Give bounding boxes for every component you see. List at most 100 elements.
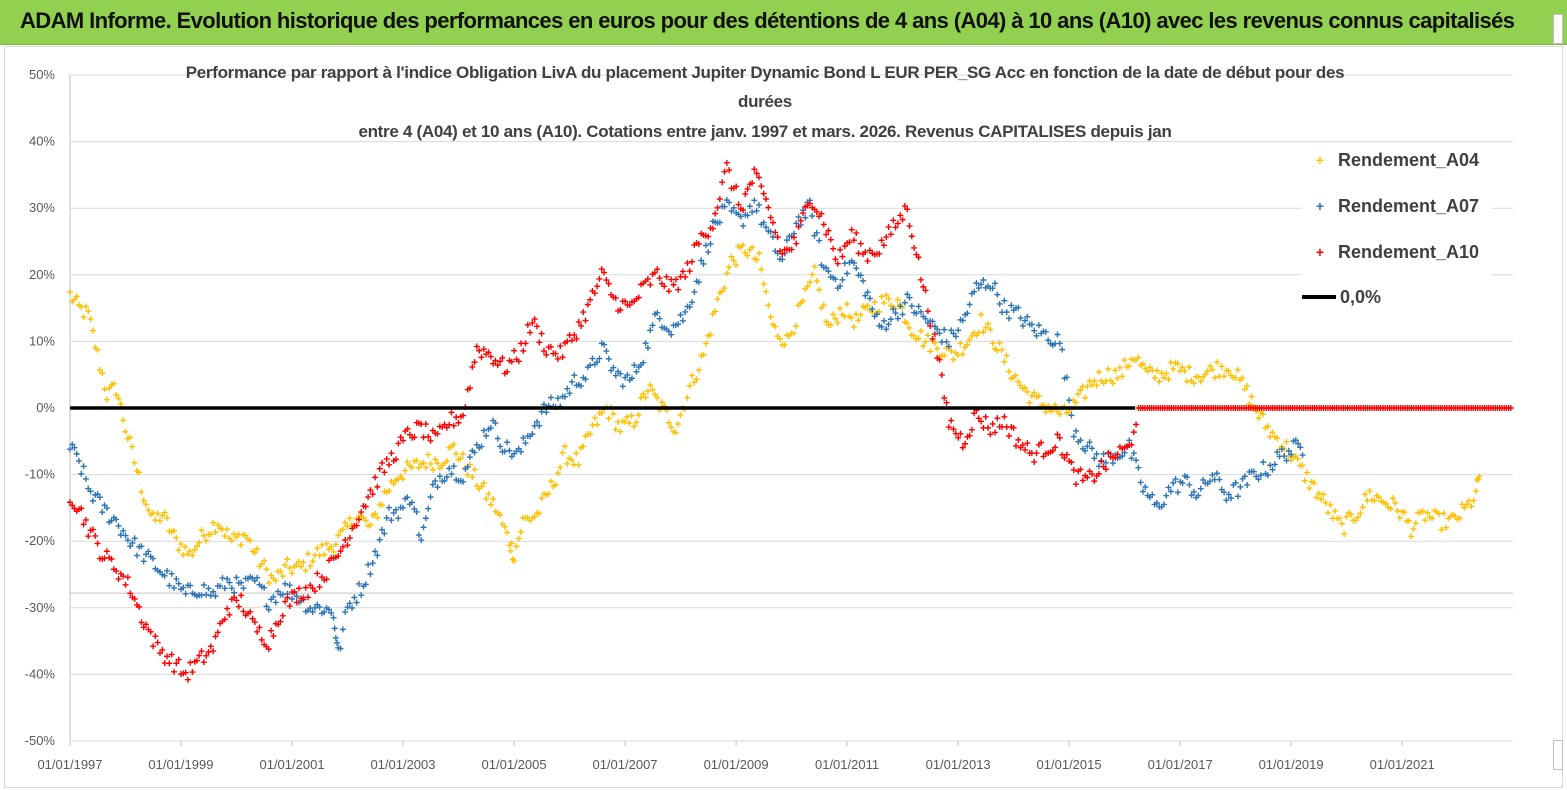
data-point	[450, 422, 457, 429]
data-point	[390, 480, 397, 487]
data-point	[182, 669, 189, 676]
data-point	[982, 413, 989, 420]
data-point	[943, 399, 950, 406]
data-point	[1054, 331, 1061, 338]
data-point	[1260, 411, 1267, 418]
data-point	[161, 572, 168, 579]
data-point	[182, 590, 189, 597]
data-point	[200, 581, 207, 588]
data-point	[749, 180, 756, 187]
data-point	[837, 283, 844, 290]
data-point	[321, 609, 328, 616]
data-point	[890, 306, 897, 313]
data-point	[397, 434, 404, 441]
data-point	[487, 425, 494, 432]
data-point	[332, 541, 339, 548]
data-point	[492, 357, 499, 364]
data-point	[228, 585, 235, 592]
data-point	[471, 466, 478, 473]
data-point	[561, 393, 568, 400]
y-tick-label: -40%	[25, 666, 56, 681]
data-point	[561, 443, 568, 450]
data-point	[698, 257, 705, 264]
data-point	[284, 594, 291, 601]
data-point	[1056, 434, 1063, 441]
data-point	[1232, 374, 1239, 381]
data-point	[1093, 450, 1100, 457]
data-point	[1283, 438, 1290, 445]
data-point	[478, 443, 485, 450]
data-point	[492, 420, 499, 427]
data-point	[841, 243, 848, 250]
data-point	[1116, 364, 1123, 371]
data-point	[1318, 496, 1325, 503]
data-point	[589, 355, 596, 362]
data-point	[700, 260, 707, 267]
data-point	[630, 423, 637, 430]
data-point	[864, 258, 871, 265]
data-point	[719, 179, 726, 186]
data-point	[721, 168, 728, 175]
data-point	[899, 311, 906, 318]
data-point	[103, 396, 110, 403]
data-point	[1246, 401, 1253, 408]
y-tick-label: -10%	[25, 467, 56, 482]
data-point	[203, 652, 210, 659]
data-point	[374, 514, 381, 521]
data-point	[1024, 313, 1031, 320]
data-point	[173, 660, 180, 667]
data-point	[311, 604, 318, 611]
data-point	[1214, 359, 1221, 366]
y-tick-label: 40%	[29, 134, 55, 149]
x-tick-label: 01/01/2013	[926, 757, 991, 772]
data-point	[96, 494, 103, 501]
data-point	[270, 593, 277, 600]
x-tick-label: 01/01/2005	[482, 757, 547, 772]
data-point	[362, 517, 369, 524]
data-point	[663, 273, 670, 280]
chart-title-line-3: entre 4 (A04) et 10 ans (A10). Cotations…	[358, 122, 1172, 141]
data-point	[485, 349, 492, 356]
data-point	[635, 294, 642, 301]
data-point	[959, 351, 966, 358]
data-point	[82, 475, 89, 482]
data-point	[323, 576, 330, 583]
data-point	[804, 283, 811, 290]
data-point	[240, 608, 247, 615]
data-point	[954, 351, 961, 358]
data-point	[957, 340, 964, 347]
scroll-handle-top[interactable]	[1553, 14, 1563, 44]
data-point	[288, 570, 295, 577]
data-point	[582, 376, 589, 383]
data-point	[772, 323, 779, 330]
data-point	[1056, 340, 1063, 347]
data-point	[818, 210, 825, 217]
data-point	[282, 580, 289, 587]
data-point	[890, 217, 897, 224]
data-point	[120, 417, 127, 424]
data-point	[289, 596, 296, 603]
data-point	[1225, 367, 1232, 374]
data-point	[497, 443, 504, 450]
data-point	[1084, 474, 1091, 481]
data-point	[929, 318, 936, 325]
scroll-handle-bottom[interactable]	[1553, 740, 1563, 770]
data-point	[427, 494, 434, 501]
legend-item-a07: + Rendement_A07	[1302, 191, 1479, 221]
data-point	[466, 385, 473, 392]
data-point	[864, 302, 871, 309]
data-point	[1105, 365, 1112, 372]
data-point	[367, 522, 374, 529]
data-point	[605, 415, 612, 422]
data-point	[265, 579, 272, 586]
data-point	[189, 669, 196, 676]
data-point	[1389, 495, 1396, 502]
data-point	[339, 543, 346, 550]
data-point	[200, 659, 207, 666]
data-point	[457, 455, 464, 462]
data-point	[790, 234, 797, 241]
data-point	[103, 548, 110, 555]
data-point	[1086, 439, 1093, 446]
data-point	[504, 368, 511, 375]
data-point	[450, 441, 457, 448]
